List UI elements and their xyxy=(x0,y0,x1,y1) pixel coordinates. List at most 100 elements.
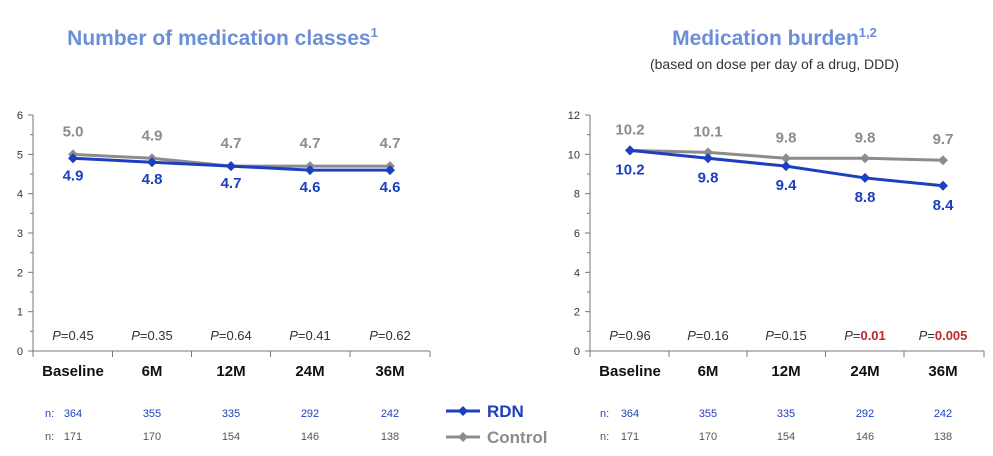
chart2-control-point xyxy=(781,153,791,164)
chart1-control-data-label: 4.7 xyxy=(380,135,401,152)
chart1-rdn-point xyxy=(385,165,395,176)
chart2-y-tick-label: 8 xyxy=(574,189,580,201)
chart1-n-control: 146 xyxy=(301,431,319,443)
chart1-y-tick-label: 2 xyxy=(17,267,23,279)
chart2-control-point xyxy=(703,147,713,158)
chart1-rdn-data-label: 4.8 xyxy=(142,171,163,188)
chart1-control-data-label: 4.9 xyxy=(142,127,163,144)
chart2-control-data-label: 9.8 xyxy=(776,129,797,146)
chart2-title: Medication burden1,2 xyxy=(672,25,877,50)
chart1-y-tick-label: 5 xyxy=(17,149,23,161)
chart2-n-control: 146 xyxy=(856,431,874,443)
chart1-n-rdn: 355 xyxy=(143,408,161,420)
chart2-category-label: Baseline xyxy=(599,363,661,380)
chart2-y-tick-label: 0 xyxy=(574,346,580,358)
legend-control-label: Control xyxy=(487,428,547,447)
chart2-p-value: P=0.96 xyxy=(609,328,651,343)
chart1-rdn-point xyxy=(226,161,236,172)
chart1-n-control: 170 xyxy=(143,431,161,443)
chart2-n-rdn-prefix: n: xyxy=(600,408,609,420)
chart1-p-value: P=0.64 xyxy=(210,328,252,343)
chart2-n-control: 154 xyxy=(777,431,795,443)
chart2-rdn-data-label: 8.8 xyxy=(855,189,876,206)
chart1-category-label: 24M xyxy=(295,363,324,380)
chart1-control-data-label: 5.0 xyxy=(63,123,84,140)
chart2-rdn-data-label: 9.4 xyxy=(776,177,798,194)
chart1-n-control: 171 xyxy=(64,431,82,443)
chart2-n-rdn: 364 xyxy=(621,408,639,420)
chart2-n-control: 138 xyxy=(934,431,952,443)
legend-rdn-marker xyxy=(458,406,468,416)
chart1-category-label: 6M xyxy=(142,363,163,380)
chart2-n-rdn: 335 xyxy=(777,408,795,420)
legend-control-marker xyxy=(458,432,468,442)
chart2-p-value: P=0.16 xyxy=(687,328,729,343)
chart2-rdn-point xyxy=(781,161,791,172)
chart2-y-tick-label: 4 xyxy=(574,267,580,279)
chart1-n-control-prefix: n: xyxy=(45,431,54,443)
chart1-y-tick-label: 0 xyxy=(17,346,23,358)
chart2-n-control-prefix: n: xyxy=(600,431,609,443)
chart1-rdn-point xyxy=(305,165,315,176)
chart1-y-tick-label: 6 xyxy=(17,110,23,122)
chart1-rdn-data-label: 4.6 xyxy=(300,179,321,196)
chart2-rdn-point xyxy=(703,153,713,164)
chart2-n-rdn: 355 xyxy=(699,408,717,420)
chart2-n-control: 171 xyxy=(621,431,639,443)
legend-rdn-label: RDN xyxy=(487,402,524,421)
chart2-control-point xyxy=(938,155,948,166)
chart1-p-value: P=0.41 xyxy=(289,328,331,343)
chart1-rdn-data-label: 4.7 xyxy=(221,175,242,192)
chart2-control-data-label: 9.7 xyxy=(933,131,954,148)
chart2-rdn-point xyxy=(860,172,870,183)
chart1-n-rdn: 242 xyxy=(381,408,399,420)
chart2-rdn-point xyxy=(625,145,635,156)
chart1-n-rdn: 335 xyxy=(222,408,240,420)
chart2-subtitle: (based on dose per day of a drug, DDD) xyxy=(649,56,900,72)
chart1-control-data-label: 4.7 xyxy=(300,135,321,152)
chart2-p-value: P=0.01 xyxy=(844,328,886,343)
chart2-category-label: 6M xyxy=(698,363,719,380)
chart1-n-rdn: 292 xyxy=(301,408,319,420)
chart2-category-label: 12M xyxy=(771,363,800,380)
chart1-category-label: Baseline xyxy=(42,363,104,380)
chart1-p-value: P=0.35 xyxy=(131,328,173,343)
chart2-y-tick-label: 6 xyxy=(574,228,580,240)
chart1-y-tick-label: 1 xyxy=(17,307,23,319)
chart2-category-label: 24M xyxy=(850,363,879,380)
chart2-y-tick-label: 2 xyxy=(574,307,580,319)
chart2-y-tick-label: 10 xyxy=(568,149,580,161)
chart2-n-rdn: 242 xyxy=(934,408,952,420)
chart2-category-label: 36M xyxy=(928,363,957,380)
chart2-n-control: 170 xyxy=(699,431,717,443)
chart2-rdn-point xyxy=(938,180,948,191)
chart1-rdn-data-label: 4.9 xyxy=(63,167,84,184)
chart2-control-point xyxy=(860,153,870,164)
chart1-p-value: P=0.62 xyxy=(369,328,411,343)
chart1-n-rdn: 364 xyxy=(64,408,82,420)
chart1-category-label: 12M xyxy=(216,363,245,380)
chart1-control-data-label: 4.7 xyxy=(221,135,242,152)
chart1-title: Number of medication classes1 xyxy=(67,25,378,50)
chart2-control-data-label: 9.8 xyxy=(855,129,876,146)
chart2-n-rdn: 292 xyxy=(856,408,874,420)
chart1-n-control: 138 xyxy=(381,431,399,443)
chart2-control-data-label: 10.2 xyxy=(615,121,644,138)
chart1-rdn-data-label: 4.6 xyxy=(380,179,401,196)
chart1-rdn-point xyxy=(147,157,157,168)
chart2-rdn-data-label: 9.8 xyxy=(698,169,719,186)
chart1-y-tick-label: 4 xyxy=(17,189,23,201)
chart1-rdn-point xyxy=(68,153,78,164)
chart2-control-data-label: 10.1 xyxy=(693,123,722,140)
chart2-y-tick-label: 12 xyxy=(568,110,580,122)
chart2-p-value: P=0.15 xyxy=(765,328,807,343)
chart1-category-label: 36M xyxy=(375,363,404,380)
chart1-p-value: P=0.45 xyxy=(52,328,94,343)
chart1-y-tick-label: 3 xyxy=(17,228,23,240)
chart1-n-rdn-prefix: n: xyxy=(45,408,54,420)
chart2-rdn-data-label: 10.2 xyxy=(615,161,644,178)
chart1-n-control: 154 xyxy=(222,431,240,443)
chart2-p-value: P=0.005 xyxy=(919,328,968,343)
chart2-rdn-data-label: 8.4 xyxy=(933,197,955,214)
